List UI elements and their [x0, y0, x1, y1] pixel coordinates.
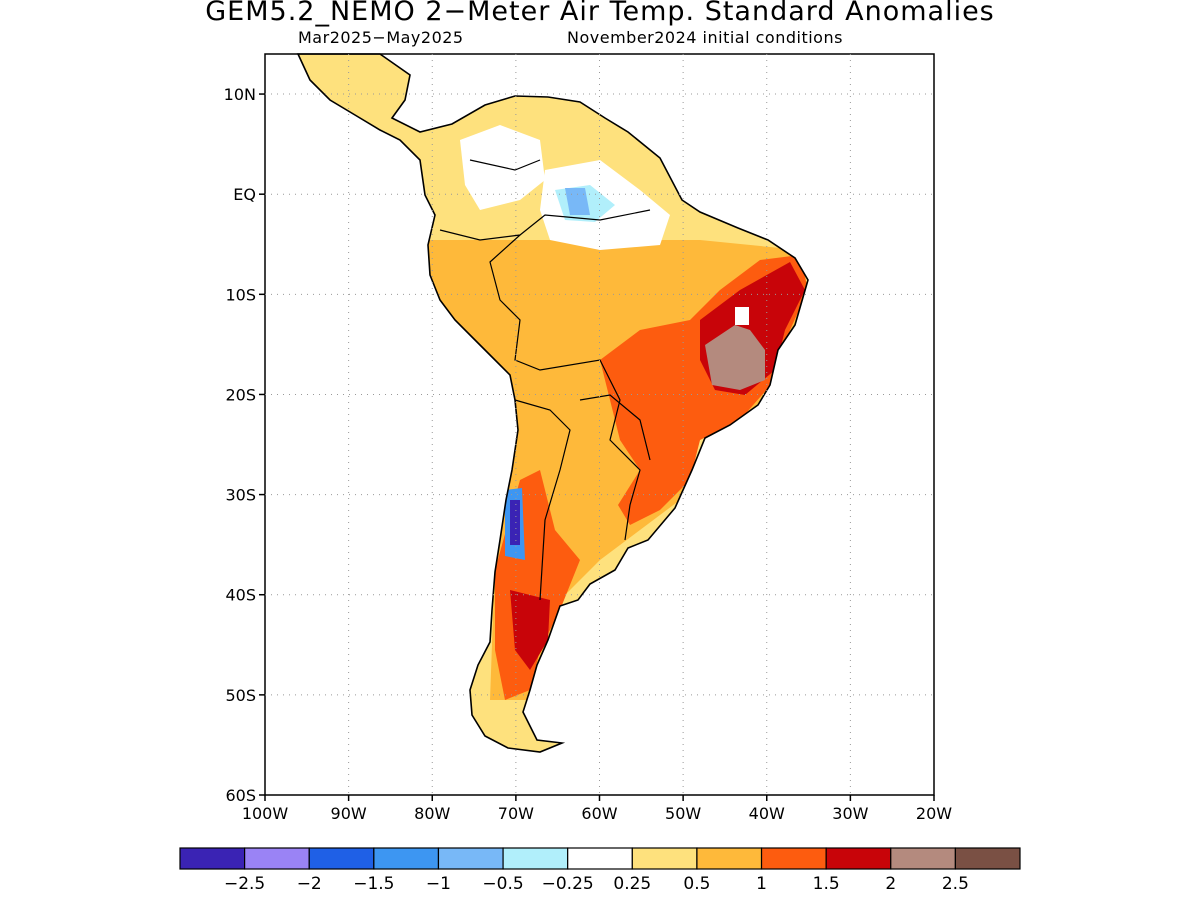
coastline: [296, 53, 809, 753]
colorbar-swatch: [502, 847, 569, 870]
lon-tick-label: 40W: [749, 804, 785, 823]
colorbar-label: −2.5: [224, 874, 265, 894]
colorbar-swatch: [437, 847, 504, 870]
country-borders: [439, 159, 651, 601]
colorbar-label: 1.5: [813, 874, 840, 894]
anomaly-fill-cool-light: [565, 188, 590, 215]
lon-tick-label: 30W: [832, 804, 868, 823]
colorbar-label: −2: [297, 874, 322, 894]
lon-tick-label: 50W: [665, 804, 701, 823]
lon-tick-label: 100W: [242, 804, 289, 823]
lon-tick-label: 60W: [581, 804, 617, 823]
colorbar-label: −1: [426, 874, 451, 894]
colorbar-label: −0.25: [542, 874, 594, 894]
anomaly-fill-1.5-2-patagonia: [510, 590, 550, 670]
lon-tick-label: 90W: [331, 804, 367, 823]
colorbar-label: 1: [756, 874, 767, 894]
colorbar-swatch: [179, 847, 246, 870]
initial-conditions-subtitle: November2024 initial conditions: [567, 28, 843, 47]
colorbar-label: −1.5: [353, 874, 394, 894]
season-subtitle: Mar2025−May2025: [298, 28, 464, 47]
anomaly-fill-2-2.5: [705, 325, 765, 390]
lat-tick-label: EQ: [233, 185, 256, 204]
lat-tick-label: 20S: [225, 385, 256, 404]
colorbar-swatch: [373, 847, 440, 870]
lat-tick-label: 10S: [225, 285, 256, 304]
lat-tick-label: 40S: [225, 586, 256, 605]
colorbar-swatch: [631, 847, 698, 870]
anomaly-fill-andes-cold: [510, 500, 520, 545]
colorbar-label: −0.5: [482, 874, 523, 894]
lat-tick-label: 30S: [225, 486, 256, 505]
lat-tick-label: 60S: [225, 786, 256, 805]
colorbar-label: 0.5: [683, 874, 710, 894]
colorbar-swatch: [890, 847, 956, 870]
colorbar-swatch: [244, 847, 310, 870]
map-title: GEM5.2_NEMO 2−Meter Air Temp. Standard A…: [205, 0, 995, 27]
colorbar-swatch: [696, 847, 763, 870]
lon-tick-label: 70W: [498, 804, 534, 823]
colorbar: −2.5 −2 −1.5 −1 −0.5 −0.25 0.25 0.5 1 1.5 2 2.5: [179, 847, 1021, 894]
colorbar-label: 2.5: [942, 874, 969, 894]
colorbar-swatch: [760, 847, 827, 870]
lon-tick-label: 20W: [916, 804, 952, 823]
colorbar-label: 2: [885, 874, 896, 894]
lat-tick-label: 50S: [225, 686, 256, 705]
lat-tick-label: 10N: [224, 85, 256, 104]
colorbar-swatch: [954, 847, 1021, 870]
colorbar-swatch: [567, 847, 633, 870]
colorbar-swatch: [825, 847, 892, 870]
anomaly-fill-neutral-spot: [735, 307, 749, 325]
lon-tick-label: 80W: [414, 804, 450, 823]
colorbar-swatch: [308, 847, 375, 870]
colorbar-label: 0.25: [613, 874, 651, 894]
